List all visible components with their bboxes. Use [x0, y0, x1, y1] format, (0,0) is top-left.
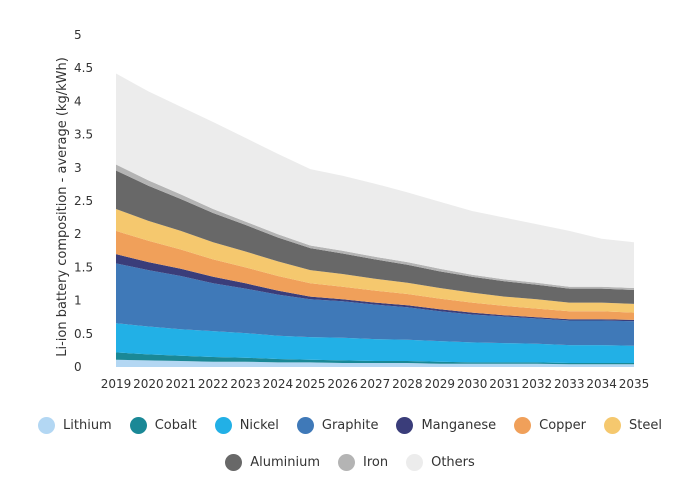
legend-row-2: Aluminium Iron Others	[0, 454, 700, 471]
x-tick-label: 2023	[230, 377, 261, 391]
legend-label: Others	[431, 455, 475, 470]
legend-item-copper: Copper	[514, 417, 586, 434]
legend-label: Manganese	[421, 418, 497, 433]
x-tick-label: 2031	[489, 377, 520, 391]
y-tick-label: 5	[74, 28, 82, 42]
legend-label: Steel	[629, 418, 662, 433]
area-nickel	[116, 323, 634, 363]
y-tick-label: 0.5	[74, 327, 93, 341]
legend-label: Cobalt	[154, 418, 197, 433]
legend-item-lithium: Lithium	[38, 417, 112, 434]
legend-item-aluminium: Aluminium	[225, 454, 320, 471]
legend-swatch	[514, 417, 532, 434]
legend-item-cobalt: Cobalt	[129, 417, 197, 434]
x-tick-label: 2021	[165, 377, 196, 391]
y-tick-label: 3.5	[74, 128, 93, 142]
legend-swatch	[214, 417, 232, 434]
x-axis-ticks: 2019 2020 2021 2022 2023 2024 2025 2026 2027 2028…	[101, 377, 650, 391]
y-tick-label: 0	[74, 360, 82, 374]
area-steel	[116, 209, 634, 313]
legend-label: Iron	[363, 455, 389, 470]
legend-item-manganese: Manganese	[396, 417, 496, 434]
y-axis-ticks: 0 0.5 1 1.5 2 2.5 3 3.5 4 4.5 5	[74, 28, 93, 374]
area-copper	[116, 230, 634, 320]
legend-swatch	[225, 454, 243, 471]
area-graphite	[116, 263, 634, 346]
x-tick-label: 2030	[457, 377, 488, 391]
legend-swatch	[129, 417, 147, 434]
legend-label: Graphite	[321, 418, 379, 433]
x-tick-label: 2020	[133, 377, 164, 391]
legend-item-others: Others	[406, 454, 475, 471]
y-tick-label: 2.5	[74, 194, 93, 208]
legend-swatch	[38, 417, 56, 434]
legend-swatch	[406, 454, 424, 471]
legend-item-nickel: Nickel	[214, 417, 279, 434]
y-tick-label: 1.5	[74, 260, 93, 274]
x-tick-label: 2024	[263, 377, 294, 391]
x-tick-label: 2028	[392, 377, 423, 391]
legend-label: Nickel	[239, 418, 279, 433]
area-aluminium	[116, 170, 634, 304]
legend-row-1: Lithium Cobalt Nickel Graphite Manganese Copp…	[0, 417, 700, 434]
x-tick-label: 2035	[619, 377, 650, 391]
x-tick-label: 2022	[198, 377, 229, 391]
chart: 00.511.522.533.544.55 2019 2020 2021 2022 20…	[55, 28, 650, 391]
y-tick-label: 4.5	[74, 61, 93, 75]
y-axis-label: Li-ion battery composition - average (kg…	[55, 57, 70, 357]
x-tick-label: 2019	[101, 377, 132, 391]
legend-swatch	[338, 454, 355, 471]
legend-item-steel: Steel	[604, 417, 662, 434]
area-others	[116, 73, 634, 288]
legend-label: Aluminium	[250, 455, 320, 470]
x-tick-label: 2025	[295, 377, 326, 391]
legend-label: Lithium	[63, 418, 112, 433]
x-tick-label: 2032	[522, 377, 553, 391]
y-tick-label: 3	[74, 161, 82, 175]
y-tick-label: 4	[74, 94, 82, 108]
y-tick-label: 1	[74, 294, 82, 308]
legend-swatch	[296, 417, 314, 434]
stacked-areas	[116, 73, 634, 367]
x-tick-label: 2029	[424, 377, 455, 391]
x-tick-label: 2034	[586, 377, 617, 391]
legend-item-graphite: Graphite	[296, 417, 379, 434]
legend-label: Copper	[539, 418, 587, 433]
y-tick-label: 2	[74, 227, 82, 241]
area-lithium	[116, 359, 634, 367]
legend-item-iron: Iron	[338, 454, 388, 471]
x-tick-label: 2026	[327, 377, 358, 391]
x-tick-label: 2027	[360, 377, 391, 391]
area-cobalt	[116, 352, 634, 365]
x-tick-label: 2033	[554, 377, 585, 391]
legend-swatch	[604, 417, 622, 434]
legend-swatch	[396, 417, 414, 434]
